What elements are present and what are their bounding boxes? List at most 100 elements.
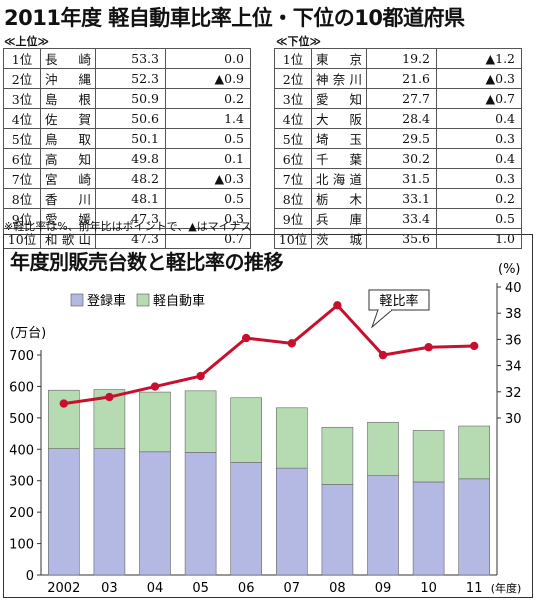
cell-ratio: 35.6 xyxy=(366,228,437,249)
table-row: 1位 長崎 53.3 0.0 xyxy=(3,48,251,69)
bottom-heading: ≪下位≫ xyxy=(276,35,322,48)
kei-ratio-point xyxy=(196,371,205,381)
x-tick-label: 2002 xyxy=(47,581,80,596)
kei-ratio-point xyxy=(150,382,160,391)
cell-diff: 0.4 xyxy=(436,108,522,129)
cell-ratio: 31.5 xyxy=(366,168,437,189)
table-row: 5位 鳥取 50.1 0.5 xyxy=(3,128,251,149)
chart-panel xyxy=(3,234,533,598)
legend-swatch-kei xyxy=(136,293,150,307)
cell-pref: 高知 xyxy=(40,148,96,169)
x-tick-label: 04 xyxy=(147,581,164,596)
cell-rank: 10位 xyxy=(274,228,312,249)
kei-ratio-point xyxy=(59,399,68,408)
bar-kei xyxy=(47,389,80,449)
bar-registered xyxy=(47,448,80,576)
bar-kei xyxy=(367,421,399,476)
bar-registered xyxy=(139,451,171,576)
cell-pref: 東京 xyxy=(311,48,367,69)
kei-ratio-point xyxy=(333,301,342,310)
cell-ratio: 50.1 xyxy=(95,128,166,149)
x-tick-label: 08 xyxy=(329,581,346,596)
cell-rank: 1位 xyxy=(274,48,312,69)
bar-registered xyxy=(184,452,217,576)
cell-rank: 1位 xyxy=(3,48,41,69)
table-row: 4位 佐賀 50.6 1.4 xyxy=(3,108,251,129)
cell-rank: 2位 xyxy=(3,68,41,89)
legend-label-kei: 軽自動車 xyxy=(153,294,205,309)
cell-rank: 2位 xyxy=(274,68,312,89)
cell-pref: 栃木 xyxy=(311,188,367,209)
bottom-ranking-table: 1位 東京 19.2 ▲1.2 2位 神奈川 21.6 ▲0.3 3位 愛知 27.7 ▲0.7 4位大… xyxy=(274,48,522,249)
left-tick-label: 700 xyxy=(9,349,34,364)
bar-registered xyxy=(367,475,399,576)
kei-ratio-point xyxy=(242,333,251,343)
bar-kei xyxy=(321,426,354,485)
cell-rank: 8位 xyxy=(274,188,312,209)
chart-title: 年度別販売台数と軽比率の推移 xyxy=(10,250,284,274)
kei-ratio-point xyxy=(287,339,296,348)
x-tick-label: 06 xyxy=(238,581,255,596)
left-tick-label: 0 xyxy=(26,569,34,584)
cell-pref: 千葉 xyxy=(311,148,367,169)
kei-ratio-point xyxy=(105,392,114,402)
cell-diff: ▲0.9 xyxy=(165,68,251,89)
right-tick-label: 32 xyxy=(505,386,522,401)
table-row: 5位 埼玉 29.5 0.3 xyxy=(274,128,522,149)
bar-kei xyxy=(458,425,491,480)
top-ranking-table: 1位 長崎 53.3 0.0 2位 沖縄 52.3 ▲0.9 3位 島根 50.9 0.2 4位 佐賀 50… xyxy=(3,48,251,249)
table-row: 1位 東京 19.2 ▲1.2 xyxy=(274,48,522,69)
left-tick-label: 500 xyxy=(9,412,34,427)
table-row: 2位 神奈川 21.6 ▲0.3 xyxy=(274,68,522,89)
bar-registered xyxy=(93,448,126,576)
left-tick-label: 600 xyxy=(9,380,34,395)
cell-pref: 和歌山 xyxy=(40,228,96,249)
cell-rank: 3位 xyxy=(274,88,312,109)
bar-kei xyxy=(184,390,217,453)
x-tick-label: 03 xyxy=(101,581,118,596)
left-tick-label: 400 xyxy=(9,443,34,458)
cell-ratio: 19.2 xyxy=(366,48,437,69)
callout-pointer xyxy=(370,309,393,329)
bar-registered xyxy=(458,478,491,576)
cell-pref: 佐賀 xyxy=(40,108,96,129)
left-tick-label: 300 xyxy=(9,475,34,490)
left-axis-unit: (万台) xyxy=(10,326,46,341)
cell-diff: 0.5 xyxy=(165,188,251,209)
cell-diff: ▲0.3 xyxy=(436,68,522,89)
right-tick-label: 30 xyxy=(505,412,522,427)
x-tick-label: 10 xyxy=(420,581,437,596)
table-row: 6位 千葉 30.2 0.4 xyxy=(274,148,522,169)
table-row: 4位 大阪 28.4 0.4 xyxy=(274,108,522,129)
cell-pref: 大阪 xyxy=(311,108,367,129)
top-heading: ≪上位≫ xyxy=(4,35,50,48)
right-tick-label: 34 xyxy=(505,360,522,375)
bar-registered xyxy=(275,467,308,576)
table-row: 3位 島根 50.9 0.2 xyxy=(3,88,251,109)
cell-diff: 0.3 xyxy=(436,168,522,189)
bar-kei xyxy=(230,397,262,463)
cell-rank: 6位 xyxy=(274,148,312,169)
callout-box xyxy=(368,289,430,311)
bar-kei xyxy=(139,391,171,453)
callout-label: 軽比率 xyxy=(379,293,418,309)
table-row: 3位 愛知 27.7 ▲0.7 xyxy=(274,88,522,109)
left-tick-label: 100 xyxy=(9,538,34,553)
cell-pref: 島根 xyxy=(40,88,96,109)
x-tick-label: 11 xyxy=(466,581,483,596)
right-tick-label: 40 xyxy=(505,281,522,296)
cell-pref: 兵庫 xyxy=(311,208,367,229)
cell-pref: 長崎 xyxy=(40,48,96,69)
x-axis-suffix: (年度) xyxy=(491,581,522,595)
left-tick-label: 200 xyxy=(9,506,34,521)
table-row: 6位 高知 49.8 0.1 xyxy=(3,148,251,169)
page-title: 2011年度 軽自動車比率上位・下位の10都道府県 xyxy=(4,6,465,30)
cell-rank: 3位 xyxy=(3,88,41,109)
right-tick-label: 38 xyxy=(505,307,522,322)
right-axis-unit: (%) xyxy=(498,262,521,277)
cell-pref: 茨城 xyxy=(311,228,367,249)
table-row: 9位 愛媛 47.3 0.3 xyxy=(3,208,251,229)
bar-registered xyxy=(230,462,262,576)
table-footnote: ※軽比率は%、前年比はポイントで、▲はマイナス xyxy=(4,220,252,233)
x-tick-label: 09 xyxy=(375,581,392,596)
